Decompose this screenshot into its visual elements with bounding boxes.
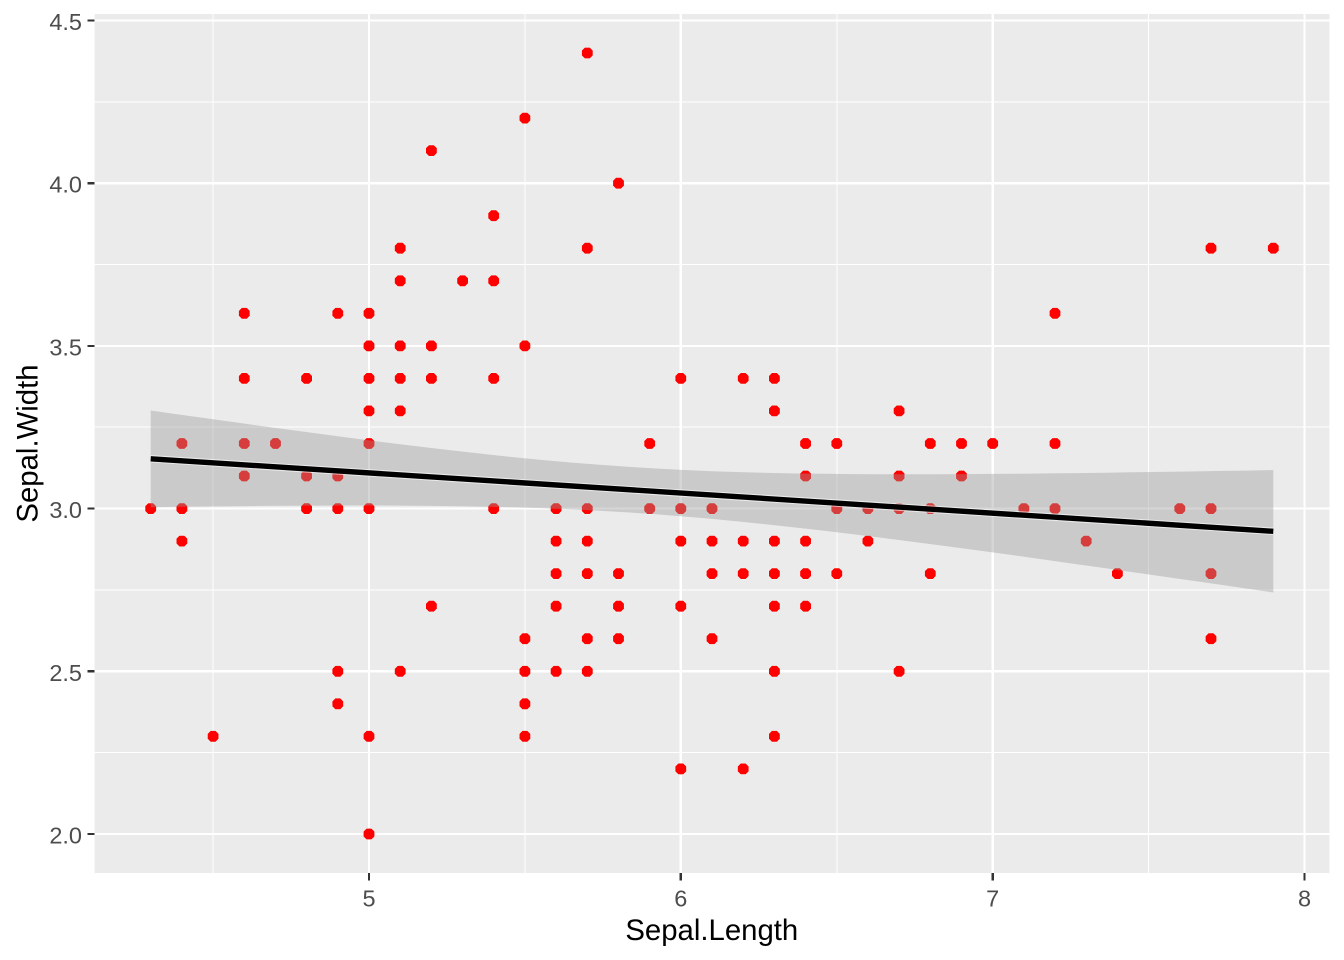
svg-text:Sepal.Length: Sepal.Length	[625, 914, 798, 947]
svg-text:4.5: 4.5	[49, 9, 82, 35]
svg-text:2.5: 2.5	[49, 660, 82, 686]
svg-text:3.0: 3.0	[49, 497, 82, 523]
svg-text:Sepal.Width: Sepal.Width	[11, 364, 44, 522]
svg-text:8: 8	[1298, 885, 1311, 911]
svg-text:5: 5	[362, 885, 375, 911]
svg-text:4.0: 4.0	[49, 172, 82, 198]
svg-text:2.0: 2.0	[49, 823, 82, 849]
svg-text:6: 6	[674, 885, 687, 911]
svg-text:3.5: 3.5	[49, 334, 82, 360]
svg-text:7: 7	[986, 885, 999, 911]
